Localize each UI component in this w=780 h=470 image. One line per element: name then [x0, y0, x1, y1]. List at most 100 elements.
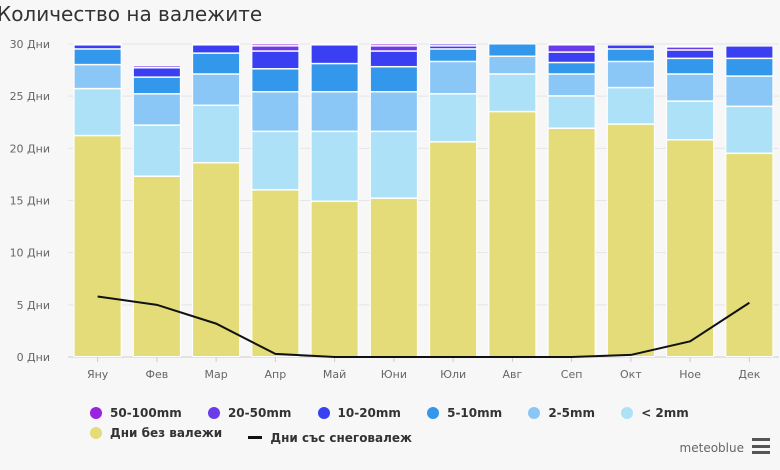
bar-segment [606, 61, 655, 88]
y-tick-label: 20 Дни [10, 142, 50, 155]
bar-segment [192, 52, 241, 75]
x-tick-label: Авг [502, 368, 522, 381]
legend-dry-days[interactable]: Дни без валежи [90, 423, 222, 443]
bar-segment [606, 48, 655, 62]
bar-segment [192, 73, 241, 106]
bar-segment [192, 44, 241, 54]
bar-segment [547, 44, 596, 53]
legend-label: 5-10mm [447, 406, 503, 420]
bar-segment [725, 45, 774, 59]
bar-segment [666, 49, 715, 59]
x-tick-label: Апр [265, 368, 287, 381]
x-tick-label: Окт [620, 368, 642, 381]
x-tick-label: Фев [146, 368, 169, 381]
bar-segment [192, 43, 241, 46]
x-tick-label: Май [323, 368, 346, 381]
bar-segment [369, 197, 418, 357]
bar-segment [310, 131, 359, 202]
bar-segment [369, 43, 418, 47]
bar-segment [429, 61, 478, 95]
bar-segment [488, 111, 537, 357]
legend-2-5[interactable]: 2-5mm [528, 403, 595, 423]
bar-segment [251, 43, 300, 47]
bar-segment [132, 76, 181, 95]
bar-segment [488, 43, 537, 57]
y-tick-label: 30 Дни [10, 38, 50, 51]
bar-segment [547, 73, 596, 97]
legend-label: 10-20mm [337, 406, 401, 420]
y-tick-label: 0 Дни [17, 351, 50, 364]
legend-50-100[interactable]: 50-100mm [90, 403, 182, 423]
legend-label: Дни със снеговалеж [270, 430, 412, 445]
bar-segment [606, 87, 655, 125]
bar-segment [666, 46, 715, 51]
bar-segment [251, 131, 300, 191]
bar-segment [132, 93, 181, 126]
legend-10-20[interactable]: 10-20mm [317, 403, 401, 423]
legend-dot-icon [528, 407, 541, 419]
legend-dot-icon [207, 407, 220, 419]
bar-segment [666, 73, 715, 102]
snow-days-line [97, 295, 750, 358]
legend-dot-icon [317, 407, 330, 419]
legend-label: 2-5mm [548, 406, 596, 420]
bar-segment [666, 139, 715, 357]
bar-segment [251, 91, 300, 132]
bar-segment [488, 73, 537, 112]
x-tick-label: Яну [87, 368, 109, 381]
bar-segment [369, 66, 418, 92]
bar-segment [132, 67, 181, 78]
bar-segment [251, 68, 300, 92]
bar-segment [606, 123, 655, 357]
bar-segment [547, 128, 596, 357]
bar-segment [666, 45, 715, 48]
chart: 0 Дни 5 Дни 10 Дни 15 Дни 20 Дни 25 Дни 30 Дни… [10, 38, 779, 381]
y-tick-label: 15 Дни [10, 195, 50, 208]
bar-segment [547, 95, 596, 129]
bar-segment [132, 65, 181, 68]
bar-segment [251, 45, 300, 52]
bar-segment [369, 50, 418, 67]
x-tick-label: Юли [440, 368, 466, 381]
bar-segment [192, 105, 241, 163]
bar-segment [310, 44, 359, 64]
bar-segment [429, 93, 478, 143]
bar-segment [547, 43, 596, 46]
bar-segment [310, 201, 359, 357]
y-tick-label: 10 Дни [10, 247, 50, 260]
x-tick-label: Юни [381, 368, 407, 381]
brand-logo[interactable]: meteoblue [679, 441, 744, 455]
bar-segment [429, 43, 478, 47]
bar-segment [429, 48, 478, 62]
bar-segment [547, 51, 596, 63]
chart-title: Количество на валежите [0, 2, 263, 26]
legend-lt2[interactable]: < 2mm [621, 403, 689, 423]
hamburger-icon[interactable] [752, 438, 770, 454]
legend-snow-days[interactable]: Дни със снеговалеж [248, 428, 412, 448]
legend-20-50[interactable]: 20-50mm [207, 403, 291, 423]
bar-segment [73, 135, 122, 357]
bar-segment [310, 43, 359, 46]
legend-line-icon [248, 436, 263, 439]
bar-segment [73, 43, 122, 46]
bar-segment [369, 91, 418, 132]
legend-dot-icon [90, 427, 102, 439]
bar-segment [725, 58, 774, 77]
x-tick-label: Дек [738, 368, 760, 381]
bar-segment [310, 63, 359, 92]
legend-dot-icon [427, 407, 440, 419]
legend-dot-icon [621, 407, 634, 419]
x-tick-label: Мар [205, 368, 228, 381]
bar-segment [429, 141, 478, 357]
legend-dot-icon [90, 407, 102, 419]
legend-label: < 2mm [641, 406, 689, 420]
bar-segment [666, 100, 715, 140]
bar-segment [725, 75, 774, 107]
bar-segment [725, 106, 774, 154]
x-tick-label: Ное [679, 368, 701, 381]
bar-segment [73, 44, 122, 50]
bar-segment [488, 56, 537, 75]
bar-segment [132, 124, 181, 177]
legend-5-10[interactable]: 5-10mm [427, 403, 502, 423]
bar-segment [547, 62, 596, 75]
